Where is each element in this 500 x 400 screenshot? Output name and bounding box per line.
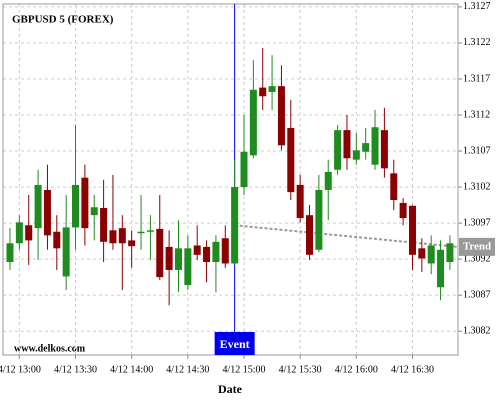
candle-body — [437, 249, 445, 288]
candle-body — [315, 189, 323, 250]
y-tick-label: 1.3117 — [463, 73, 490, 84]
candle-body — [399, 202, 407, 219]
x-tick-label: 4/12 16:00 — [335, 364, 378, 375]
candle-body — [43, 189, 51, 236]
candle-body — [34, 184, 42, 229]
candle-body — [62, 227, 70, 277]
candle-body — [90, 207, 98, 216]
trend-label: Trend — [463, 240, 491, 252]
x-tick-label: 4/12 13:30 — [54, 364, 97, 375]
candle-body — [221, 238, 229, 264]
candle-body — [156, 228, 164, 278]
x-tick-label: 4/12 16:30 — [391, 364, 434, 375]
plot-frame — [2, 3, 459, 356]
candle-body — [212, 241, 220, 263]
candle-body — [184, 248, 192, 286]
candle-body — [193, 245, 201, 255]
trend-label-box — [459, 237, 495, 256]
candle-body — [109, 230, 117, 244]
candle-body — [324, 171, 332, 190]
candle-body — [427, 245, 435, 264]
candle-body — [6, 243, 14, 263]
candle-body — [296, 184, 304, 219]
y-tick-label: 1.3112 — [463, 109, 490, 120]
y-tick-label: 1.3097 — [463, 217, 491, 228]
y-tick-label: 1.3082 — [463, 326, 491, 337]
candle-body — [249, 89, 257, 156]
candle-body — [343, 130, 351, 159]
candle-body — [203, 246, 211, 263]
candle-body — [128, 240, 136, 247]
candle-body — [352, 150, 360, 160]
candle-body — [118, 228, 126, 244]
candle-body — [146, 230, 154, 232]
candle-body — [100, 207, 108, 242]
x-tick-label: 4/12 15:00 — [222, 364, 265, 375]
candle-body — [72, 184, 80, 228]
candle-body — [259, 87, 267, 97]
x-axis-label: Date — [218, 382, 243, 396]
x-tick-label: 4/12 14:30 — [166, 364, 209, 375]
candle-body — [268, 86, 276, 92]
candle-body — [174, 248, 182, 270]
x-tick-label: 4/12 13:00 — [0, 364, 41, 375]
candle-body — [446, 243, 454, 263]
chart-title: GBPUSD 5 (FOREX) — [12, 14, 114, 26]
candle-body — [277, 86, 285, 146]
y-tick-label: 1.3127 — [463, 1, 491, 12]
candle-body — [306, 215, 314, 255]
candle-body — [240, 151, 248, 188]
event-label-box — [214, 332, 255, 355]
watermark: www.delkos.com — [14, 343, 86, 354]
candle-body — [81, 177, 89, 229]
candle-body — [15, 222, 23, 244]
y-tick-label: 1.3122 — [463, 37, 491, 48]
candle-body — [137, 231, 145, 234]
candle-body — [371, 127, 379, 165]
y-tick-label: 1.3087 — [463, 289, 491, 300]
y-tick-label: 1.3107 — [463, 145, 491, 156]
candle-body — [334, 130, 342, 170]
candle-body — [165, 246, 173, 270]
candle-body — [418, 248, 426, 259]
x-tick-label: 4/12 14:00 — [110, 364, 153, 375]
y-tick-label: 1.3092 — [463, 253, 491, 264]
candle-body — [25, 225, 33, 241]
candle-body — [53, 231, 61, 249]
candle-body — [287, 127, 295, 193]
candle-body — [231, 187, 239, 264]
trend-line — [234, 224, 459, 248]
candle-body — [390, 173, 398, 201]
candle-body — [362, 143, 370, 152]
candle-body — [380, 130, 388, 169]
x-tick-label: 4/12 15:30 — [279, 364, 322, 375]
y-tick-label: 1.3102 — [463, 181, 491, 192]
event-label: Event — [220, 337, 250, 351]
candle-body — [408, 205, 416, 255]
